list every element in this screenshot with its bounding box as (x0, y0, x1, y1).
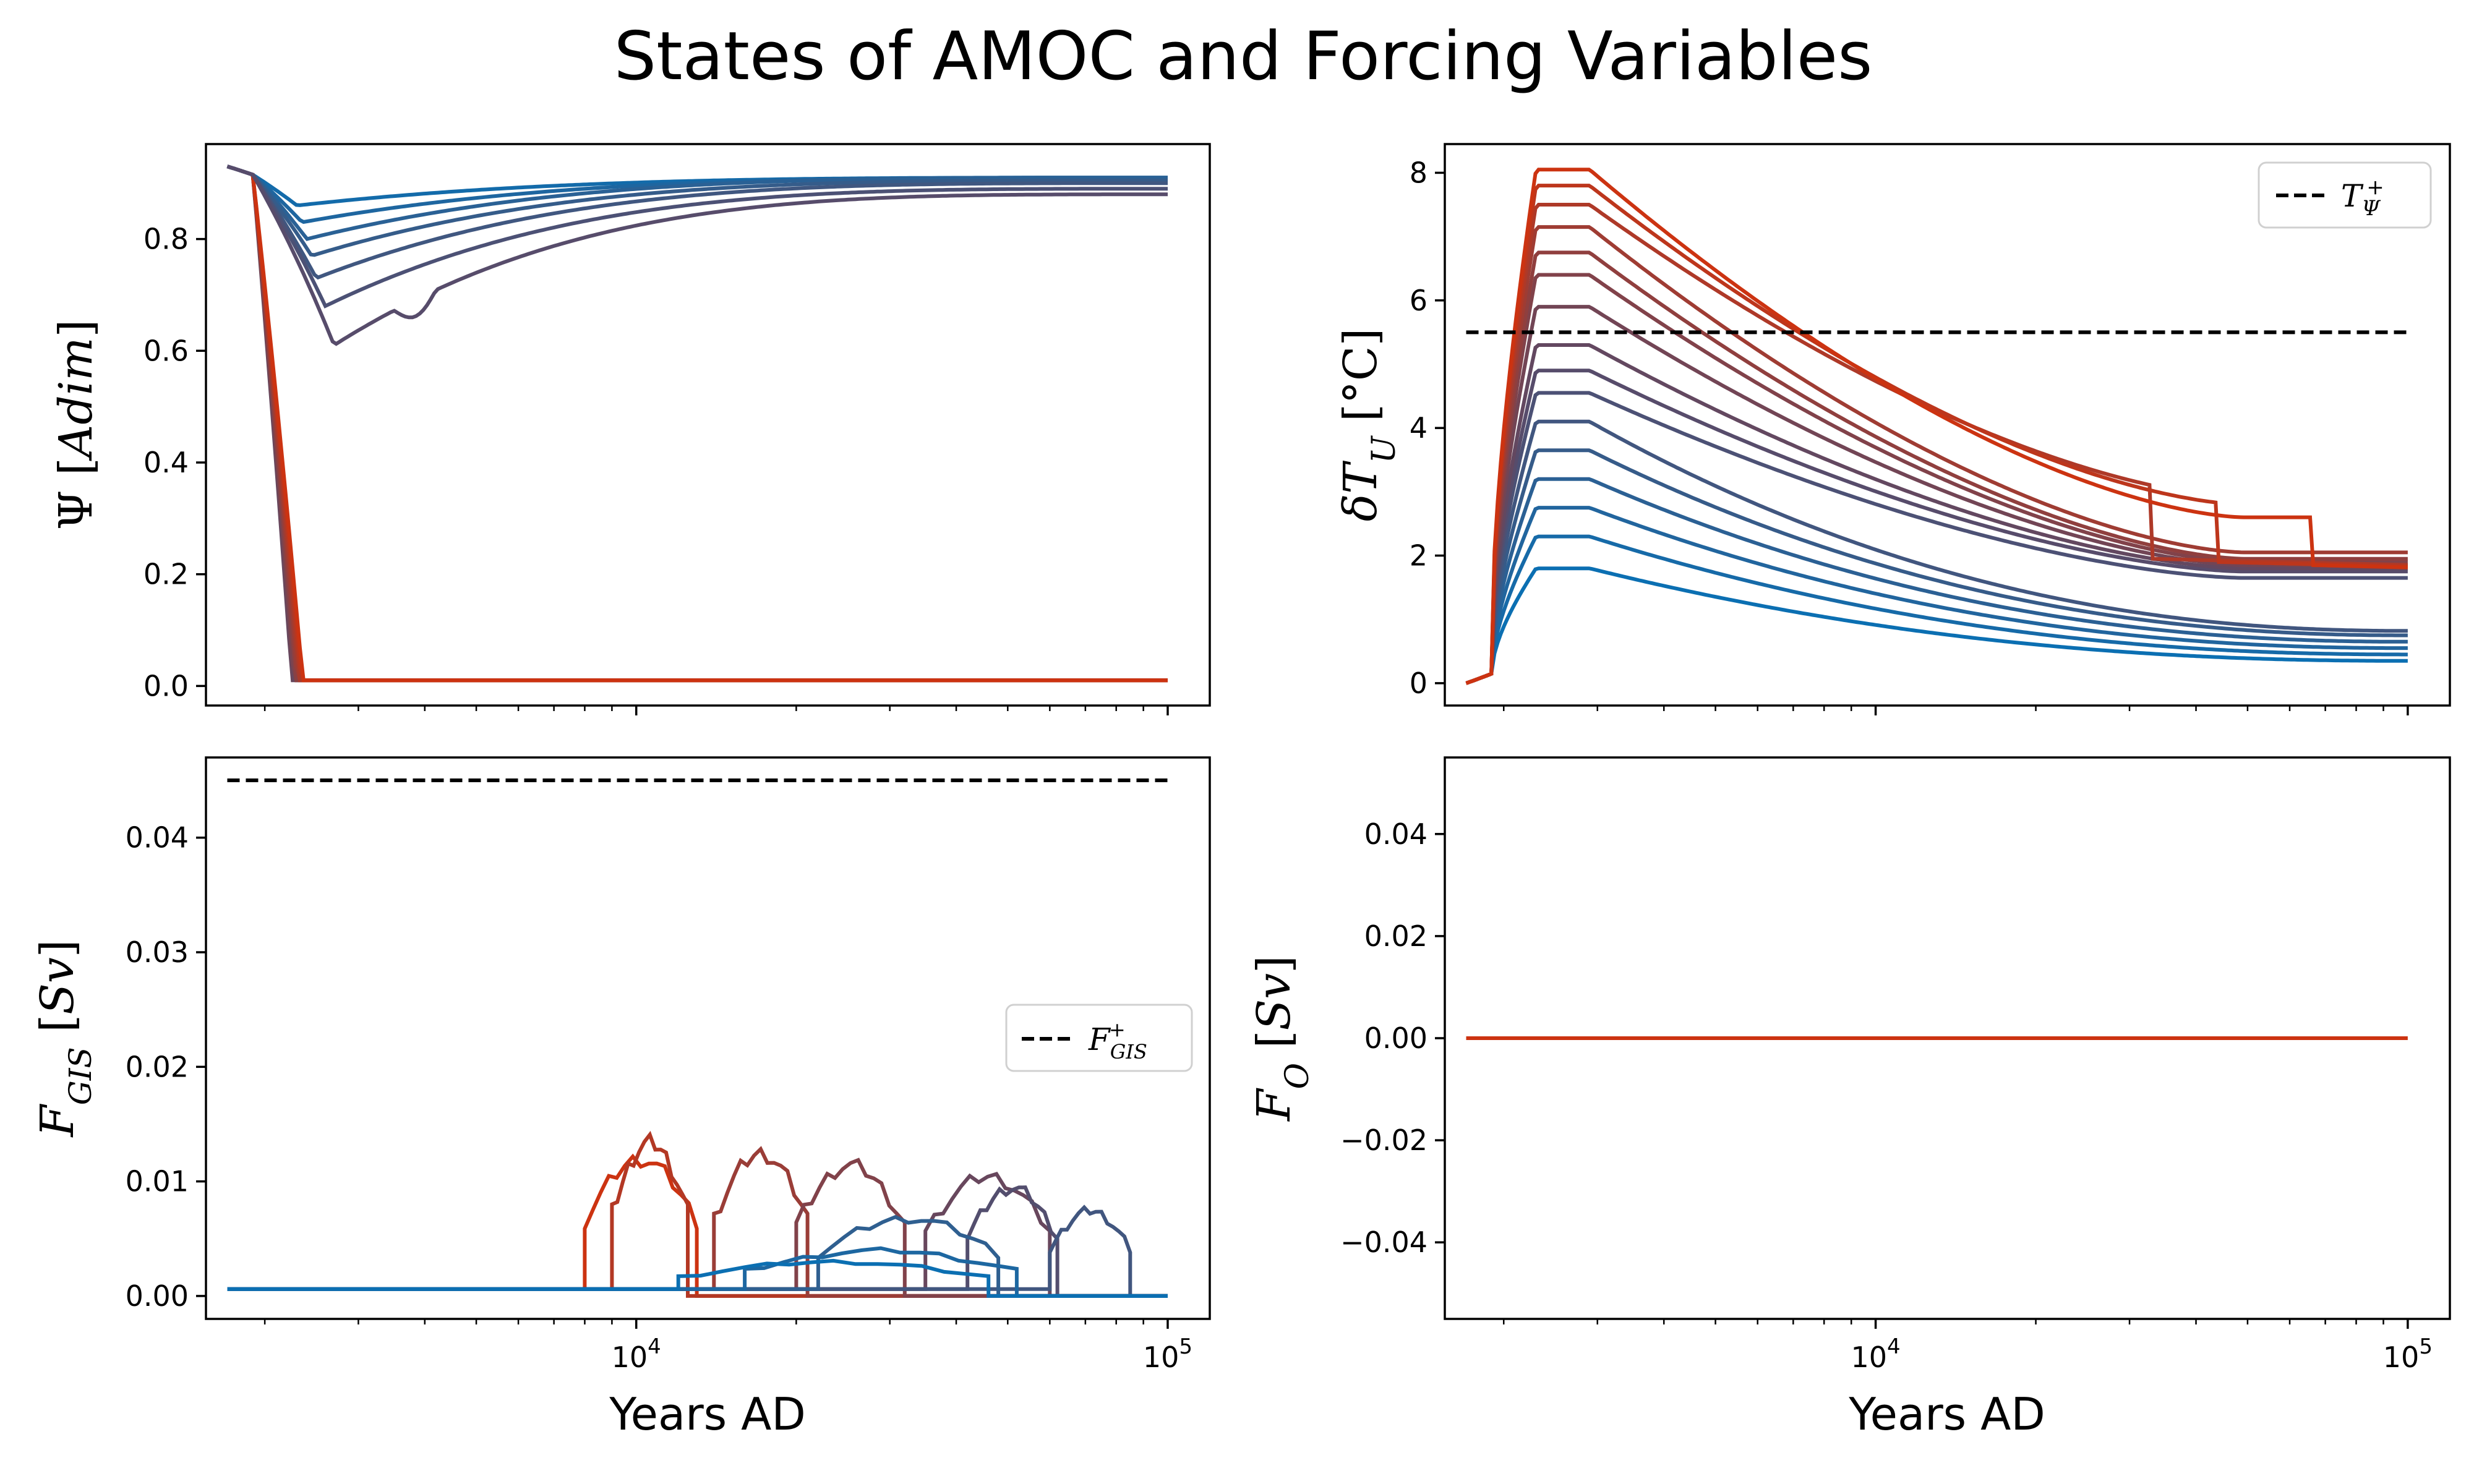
fgis-ytick-label: 0.01 (126, 1165, 189, 1198)
fgis-legend: FGIS+ (1005, 1004, 1193, 1072)
psi-series-group (226, 164, 1168, 683)
dtu-line (1465, 477, 2408, 685)
psi-frame (205, 143, 1211, 707)
fgis-ticks: 0.00 0.01 0.02 0.03 0.04 104 105 (126, 821, 1192, 1374)
figure-title: States of AMOC and Forcing Variables (614, 18, 1873, 95)
psi-recover-line (226, 164, 1168, 257)
fo-xtick-label: 104 (1851, 1334, 1900, 1374)
dtu-ytick-label: 6 (1410, 284, 1427, 317)
fgis-line (227, 1130, 1168, 1298)
fo-ytick-label: 0.04 (1364, 817, 1427, 851)
dtu-legend-label: TΨ+ (2341, 175, 2384, 221)
dtu-line (1465, 250, 2408, 685)
fgis-line (227, 1258, 1168, 1298)
fgis-xtick-label: 105 (1143, 1334, 1192, 1374)
psi-ytick-label: 0.4 (143, 446, 189, 479)
fgis-line (227, 1246, 1168, 1298)
dtu-line (1465, 305, 2408, 685)
psi-panel: 0.0 0.2 0.4 0.6 0.8 Ψ [Adim] (49, 143, 1211, 715)
psi-recover-line (226, 164, 1168, 280)
fo-xlabel: Years AD (1848, 1388, 2045, 1440)
fgis-line (227, 1172, 1168, 1298)
psi-ticks: 0.0 0.2 0.4 0.6 0.8 (143, 223, 1169, 715)
fo-ytick-label: −0.02 (1340, 1124, 1427, 1157)
fo-ytick-label: −0.04 (1340, 1226, 1427, 1259)
dtu-ytick-label: 4 (1410, 411, 1427, 445)
fgis-xlabel: Years AD (609, 1388, 806, 1440)
fgis-series-group (227, 778, 1168, 1298)
fo-ytick-label: 0.02 (1364, 919, 1427, 953)
dtu-line (1465, 534, 2408, 685)
dtu-ylabel: δTU [°C] (1334, 328, 1403, 522)
psi-ytick-label: 0.6 (143, 334, 189, 367)
psi-ytick-label: 0.8 (143, 223, 189, 256)
dtu-line (1465, 343, 2408, 685)
fgis-xtick-label: 104 (612, 1334, 661, 1374)
dtu-line (1465, 419, 2408, 685)
fgis-legend-label: FGIS+ (1088, 1018, 1147, 1064)
fgis-ylabel: FGIS [Sv] (31, 939, 98, 1138)
dtu-ytick-label: 2 (1410, 539, 1427, 573)
dtu-ytick-label: 0 (1410, 667, 1427, 700)
fgis-ytick-label: 0.03 (126, 936, 189, 969)
fgis-ytick-label: 0.00 (126, 1279, 189, 1313)
psi-recover-line (226, 164, 1168, 241)
dtu-line (1465, 391, 2408, 685)
fo-ylabel: FO [Sv] (1248, 955, 1316, 1122)
psi-recover-line (226, 164, 1168, 346)
psi-ytick-label: 0.2 (143, 558, 189, 591)
fo-ticks: −0.04 −0.02 0.00 0.02 0.04 104 105 (1340, 817, 2433, 1374)
fgis-line (227, 1185, 1168, 1298)
fgis-line (227, 1158, 1168, 1298)
fgis-frame (205, 756, 1211, 1320)
fgis-line (227, 1146, 1168, 1298)
dtu-ytick-label: 8 (1410, 156, 1427, 189)
fgis-line (227, 1205, 1168, 1298)
dtu-line (1465, 168, 2408, 685)
dtu-line (1465, 506, 2408, 685)
fgis-line (227, 1214, 1168, 1298)
fgis-ytick-label: 0.02 (126, 1050, 189, 1083)
dtu-ticks: 0 2 4 6 8 (1410, 156, 2409, 715)
fgis-panel: 0.00 0.01 0.02 0.03 0.04 104 105 FGIS [Sv] Yea… (31, 756, 1211, 1440)
dtu-line (1465, 225, 2408, 685)
fo-ytick-label: 0.00 (1364, 1021, 1427, 1055)
fgis-ytick-label: 0.04 (126, 821, 189, 855)
psi-recover-line (226, 164, 1168, 309)
psi-ylabel: Ψ [Adim] (49, 320, 103, 531)
dtu-panel: 0 2 4 6 8 δTU [°C] TΨ+ (1334, 143, 2451, 715)
dtu-line (1465, 448, 2408, 685)
fo-panel: −0.04 −0.02 0.00 0.02 0.04 104 105 FO [Sv] Yea… (1248, 756, 2451, 1440)
fo-xtick-label: 105 (2383, 1334, 2433, 1374)
dtu-series-group (1465, 168, 2408, 685)
dtu-line (1465, 369, 2408, 685)
dtu-line (1465, 566, 2408, 685)
psi-ytick-label: 0.0 (143, 669, 189, 702)
psi-collapse-line (226, 164, 1168, 683)
dtu-line (1465, 184, 2408, 685)
dtu-frame (1444, 143, 2451, 707)
dtu-legend: TΨ+ (2258, 161, 2432, 229)
